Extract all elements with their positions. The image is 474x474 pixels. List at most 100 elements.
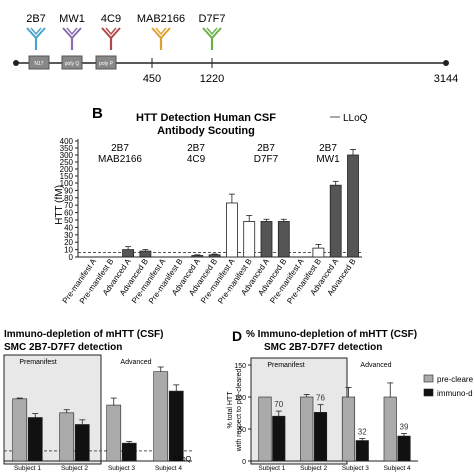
antibody-icon bbox=[62, 27, 82, 50]
y-tick-label: 300 bbox=[60, 151, 74, 160]
bar bbox=[74, 424, 90, 462]
y-tick-label: 0 bbox=[69, 253, 74, 262]
y-tick-label: 30 bbox=[64, 231, 73, 240]
x-tick-label: Subject 2 bbox=[300, 465, 327, 472]
bar bbox=[225, 202, 238, 258]
group-label: MW1 bbox=[316, 154, 340, 165]
bar bbox=[300, 396, 314, 462]
panel-d-title-line1: % Immuno-depletion of mHTT (CSF) bbox=[246, 329, 417, 340]
antibody-icon bbox=[202, 27, 222, 50]
panel-d-letter: D bbox=[232, 328, 242, 344]
panel-d: D % Immuno-depletion of mHTT (CSF) SMC 2… bbox=[227, 328, 474, 472]
bar bbox=[347, 154, 359, 258]
bar bbox=[355, 440, 369, 462]
data-label: 32 bbox=[358, 428, 367, 437]
y-tick-label: 90 bbox=[64, 186, 73, 195]
antibody-label: D7F7 bbox=[199, 13, 226, 25]
bar bbox=[272, 415, 286, 462]
y-tick-label: 250 bbox=[60, 158, 74, 167]
antibody-icon bbox=[151, 27, 171, 50]
position-3144: 3144 bbox=[434, 73, 458, 85]
panel-d-y-axis-label-line2: with respect to pre-cleared bbox=[236, 369, 243, 453]
legend-swatch-pre-cleared bbox=[423, 374, 434, 383]
bar bbox=[12, 398, 28, 462]
panel-c: Immuno-depletion of mHTT (CSF) SMC 2B7-D… bbox=[3, 329, 192, 472]
group-label: 4C9 bbox=[187, 154, 206, 165]
bar bbox=[208, 254, 221, 258]
panel-c-title-line2: SMC 2B7-D7F7 detection bbox=[4, 342, 122, 353]
antibody-label: 4C9 bbox=[101, 13, 121, 25]
legend-label-immuno-depleted: immuno-d bbox=[437, 389, 473, 398]
bar bbox=[341, 396, 356, 462]
bar bbox=[260, 221, 273, 258]
premanifest-label: Premanifest bbox=[267, 362, 304, 369]
panel-b: B HTT Detection Human CSF Antibody Scout… bbox=[54, 105, 368, 305]
x-tick-label: Subject 3 bbox=[108, 465, 135, 472]
protein-start-marker bbox=[13, 60, 19, 66]
domain-polyp bbox=[95, 55, 117, 70]
antibody-arm bbox=[206, 27, 218, 36]
data-label: 76 bbox=[316, 394, 325, 403]
bar bbox=[329, 184, 342, 258]
antibody-map: 2B7 MW1 4C9 MAB2166 D7F7 N17 poly Q poly… bbox=[13, 13, 458, 85]
bar bbox=[139, 250, 152, 258]
bar bbox=[106, 404, 122, 462]
y-tick-label: 80 bbox=[64, 194, 73, 203]
legend-swatch-immuno-depleted bbox=[423, 388, 434, 397]
advanced-label: Advanced bbox=[360, 362, 391, 369]
panel-b-title-line2: Antibody Scouting bbox=[157, 125, 255, 137]
antibody-arm bbox=[105, 27, 117, 36]
antibody-arm bbox=[155, 27, 167, 36]
y-tick-label: 20 bbox=[64, 238, 73, 247]
legend-label-pre-cleared: pre-cleare bbox=[437, 375, 474, 384]
y-tick-label: 400 bbox=[60, 137, 74, 146]
group-label: 2B7 bbox=[111, 143, 129, 154]
domain-polyp-label: poly P bbox=[99, 61, 114, 67]
y-tick-label: 200 bbox=[60, 165, 74, 174]
advanced-label: Advanced bbox=[120, 359, 151, 366]
domain-polyq-label: poly Q bbox=[65, 61, 80, 67]
premanifest-label: Premanifest bbox=[19, 359, 56, 366]
bar bbox=[59, 412, 75, 462]
data-label: 70 bbox=[274, 400, 283, 409]
antibody-label: 2B7 bbox=[26, 13, 46, 25]
panel-b-letter: B bbox=[92, 105, 103, 122]
position-1220: 1220 bbox=[200, 73, 224, 85]
x-tick-label: Subject 1 bbox=[258, 465, 285, 472]
bar bbox=[153, 371, 169, 462]
y-tick-label: 150 bbox=[60, 172, 74, 181]
protein-end-marker bbox=[443, 60, 449, 66]
domain-polyq bbox=[61, 55, 83, 70]
panel-b-y-axis-label: HTT (fM) bbox=[54, 185, 65, 225]
bar bbox=[168, 390, 184, 462]
y-tick-label: 150 bbox=[234, 363, 246, 370]
panel-b-title-line1: HTT Detection Human CSF bbox=[136, 112, 276, 124]
position-450: 450 bbox=[143, 73, 161, 85]
bar bbox=[383, 396, 397, 462]
bar bbox=[258, 396, 272, 462]
antibody-icon bbox=[101, 27, 121, 50]
antibody-label: MAB2166 bbox=[137, 13, 185, 25]
y-tick-label: 100 bbox=[234, 395, 246, 402]
bar bbox=[312, 247, 325, 258]
antibody-arm bbox=[66, 27, 78, 36]
x-tick-label: Subject 2 bbox=[61, 465, 88, 472]
x-tick-label: Subject 3 bbox=[342, 465, 369, 472]
group-label: 2B7 bbox=[187, 143, 205, 154]
y-tick-label: 100 bbox=[60, 179, 74, 188]
y-tick-label: 350 bbox=[60, 144, 74, 153]
domain-n17 bbox=[28, 55, 50, 70]
panel-c-title-line1: Immuno-depletion of mHTT (CSF) bbox=[4, 329, 163, 340]
y-tick-label: 40 bbox=[64, 223, 73, 232]
x-tick-label: Subject 1 bbox=[14, 465, 41, 472]
y-tick-label: 60 bbox=[64, 209, 73, 218]
bar bbox=[277, 221, 290, 258]
bar bbox=[122, 249, 134, 258]
lloq-legend-label: LLoQ bbox=[343, 113, 368, 124]
bar bbox=[397, 435, 411, 462]
y-tick-label: 70 bbox=[64, 201, 73, 210]
domain-n17-label: N17 bbox=[34, 61, 43, 67]
group-label: 2B7 bbox=[319, 143, 337, 154]
bar bbox=[27, 417, 43, 462]
